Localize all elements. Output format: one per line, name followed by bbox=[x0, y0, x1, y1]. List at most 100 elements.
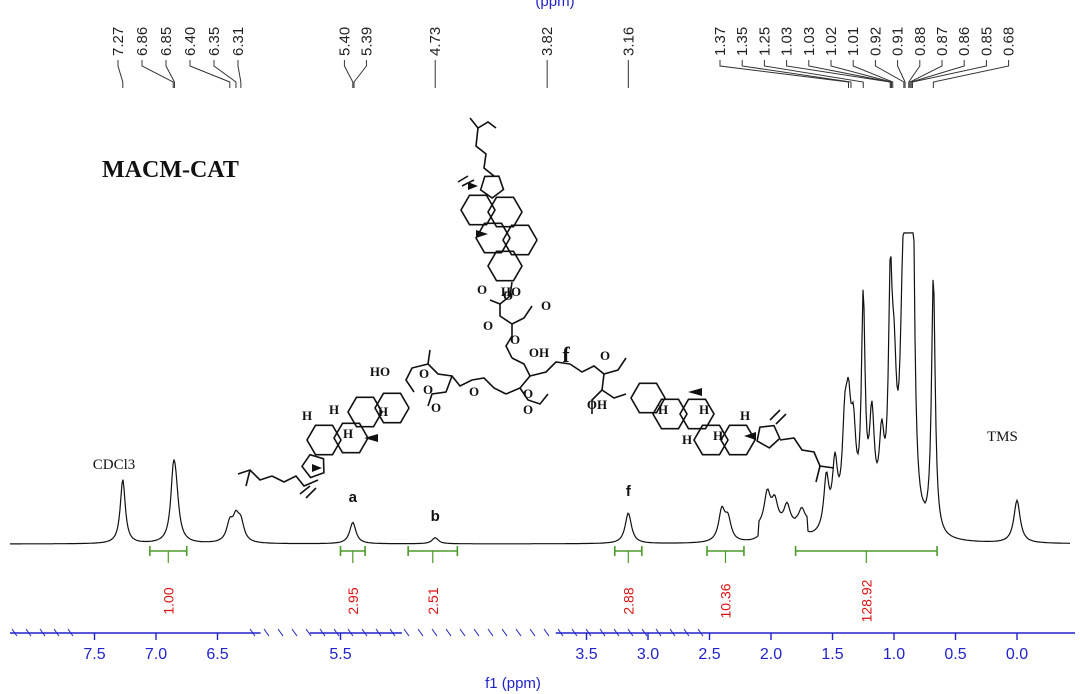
structure-bond bbox=[499, 281, 513, 336]
x-tick-label: 7.5 bbox=[83, 646, 105, 663]
structure-bond bbox=[601, 389, 627, 399]
structure-atom-label: H bbox=[740, 408, 750, 423]
structure-atom-label: O bbox=[523, 386, 533, 401]
structure-ring bbox=[502, 224, 538, 256]
peak-annotation-f: f bbox=[626, 483, 632, 500]
peak-shift-label: 0.88 bbox=[912, 27, 929, 56]
structure-atom-label: HO bbox=[501, 284, 521, 299]
structure-bond bbox=[529, 361, 571, 377]
structure-atom-label: O bbox=[477, 282, 487, 297]
x-tick-label: 0.0 bbox=[1006, 646, 1028, 663]
structure-atom-label: H bbox=[378, 404, 388, 419]
structure-bond bbox=[461, 179, 475, 187]
x-tick-label: 1.5 bbox=[821, 646, 843, 663]
integral-value: 10.36 bbox=[717, 583, 733, 618]
peak-leader bbox=[141, 60, 174, 88]
axis-break-mark bbox=[319, 628, 326, 637]
peak-shift-label: 6.86 bbox=[134, 27, 151, 56]
structure-bond bbox=[769, 409, 781, 421]
structure-atom-label: H bbox=[302, 408, 312, 423]
axis-break-mark bbox=[291, 628, 298, 637]
peak-leader bbox=[852, 60, 894, 88]
peak-leader bbox=[908, 60, 921, 88]
peak-shift-label: 0.87 bbox=[934, 27, 951, 56]
structure-atom-label: H bbox=[682, 432, 692, 447]
structure-atom-label: HO bbox=[370, 364, 390, 379]
structure-ring bbox=[652, 398, 688, 430]
structure-atom-label: O bbox=[483, 318, 493, 333]
integral-group: 1.00 2.95 2.51 2.88 10.36 128.92 bbox=[149, 546, 938, 622]
integral-value: 2.51 bbox=[425, 587, 441, 614]
axis-break-mark bbox=[515, 628, 522, 637]
structure-wedge bbox=[312, 464, 322, 472]
x-tick-label: 1.0 bbox=[883, 646, 905, 663]
peak-leader bbox=[874, 60, 905, 88]
structure-ring bbox=[374, 392, 410, 424]
structure-bond bbox=[519, 387, 549, 405]
structure-atom-label: O bbox=[600, 348, 610, 363]
structure-ring bbox=[693, 424, 729, 456]
axis-break-mark bbox=[305, 628, 312, 637]
axis-break-mark bbox=[39, 628, 46, 637]
axis-break-mark bbox=[431, 628, 438, 637]
peak-shift-label: 6.31 bbox=[230, 27, 247, 56]
axis-break-mark bbox=[669, 628, 676, 637]
structure-atom-label: O bbox=[469, 384, 479, 399]
axis-break-mark bbox=[403, 628, 410, 637]
structure-atom-label: O bbox=[541, 298, 551, 313]
peak-leader bbox=[808, 60, 891, 88]
axis-break-mark bbox=[249, 628, 256, 637]
structure-ring bbox=[479, 175, 505, 199]
peak-shift-label: 1.02 bbox=[823, 27, 840, 56]
structure-bond bbox=[505, 335, 513, 359]
axis-break-mark bbox=[445, 628, 452, 637]
structure-wedge bbox=[476, 230, 488, 238]
peak-leader bbox=[830, 60, 893, 88]
axis-break-mark bbox=[543, 628, 550, 637]
peak-shift-label: 5.39 bbox=[358, 27, 375, 56]
structure-bond bbox=[299, 485, 311, 495]
structure-wedge bbox=[688, 388, 702, 396]
structure-ring bbox=[679, 398, 715, 430]
structure-bond bbox=[471, 377, 507, 395]
annotation-group: CDCl3 TMS a b f bbox=[93, 429, 1018, 525]
peak-annotation-a: a bbox=[349, 489, 358, 506]
molecular-structure bbox=[237, 117, 835, 499]
x-tick-label: 7.0 bbox=[145, 646, 167, 663]
structure-bond bbox=[427, 349, 473, 388]
peak-leader bbox=[117, 60, 124, 88]
structure-wedge bbox=[364, 434, 378, 442]
axis-break-mark bbox=[347, 628, 354, 637]
peak-shift-label: 1.37 bbox=[712, 27, 729, 56]
axis-break-mark bbox=[613, 628, 620, 637]
peak-leader bbox=[719, 60, 849, 88]
structure-ring bbox=[720, 424, 756, 456]
axis-break-mark bbox=[627, 628, 634, 637]
structure-ring bbox=[301, 453, 325, 479]
peak-leader bbox=[213, 60, 237, 88]
axis-break-mark bbox=[417, 628, 424, 637]
axis-break-mark bbox=[501, 628, 508, 637]
structure-bond bbox=[237, 469, 273, 481]
axis-break-mark bbox=[641, 628, 648, 637]
axis-break-mark bbox=[599, 628, 606, 637]
structure-bond bbox=[475, 127, 495, 177]
axis-break-mark bbox=[67, 628, 74, 637]
axis-break-mark bbox=[487, 628, 494, 637]
peak-leader bbox=[763, 60, 864, 88]
peak-shift-label: 0.68 bbox=[1001, 27, 1018, 56]
peak-shift-label: 3.16 bbox=[620, 27, 637, 56]
peak-shift-label: 6.35 bbox=[206, 27, 223, 56]
axis-break-mark bbox=[361, 628, 368, 637]
structure-atom-label: OH bbox=[587, 397, 607, 412]
integral-value: 128.92 bbox=[858, 579, 874, 622]
peak-shift-label: 1.01 bbox=[845, 27, 862, 56]
structure-atom-label: OH bbox=[529, 345, 549, 360]
structure-atom-label: O bbox=[423, 382, 433, 397]
peak-shift-label: 1.03 bbox=[779, 27, 796, 56]
integral-value: 2.95 bbox=[345, 587, 361, 614]
x-tick-label: 2.0 bbox=[760, 646, 782, 663]
peak-shift-label: 0.85 bbox=[978, 27, 995, 56]
